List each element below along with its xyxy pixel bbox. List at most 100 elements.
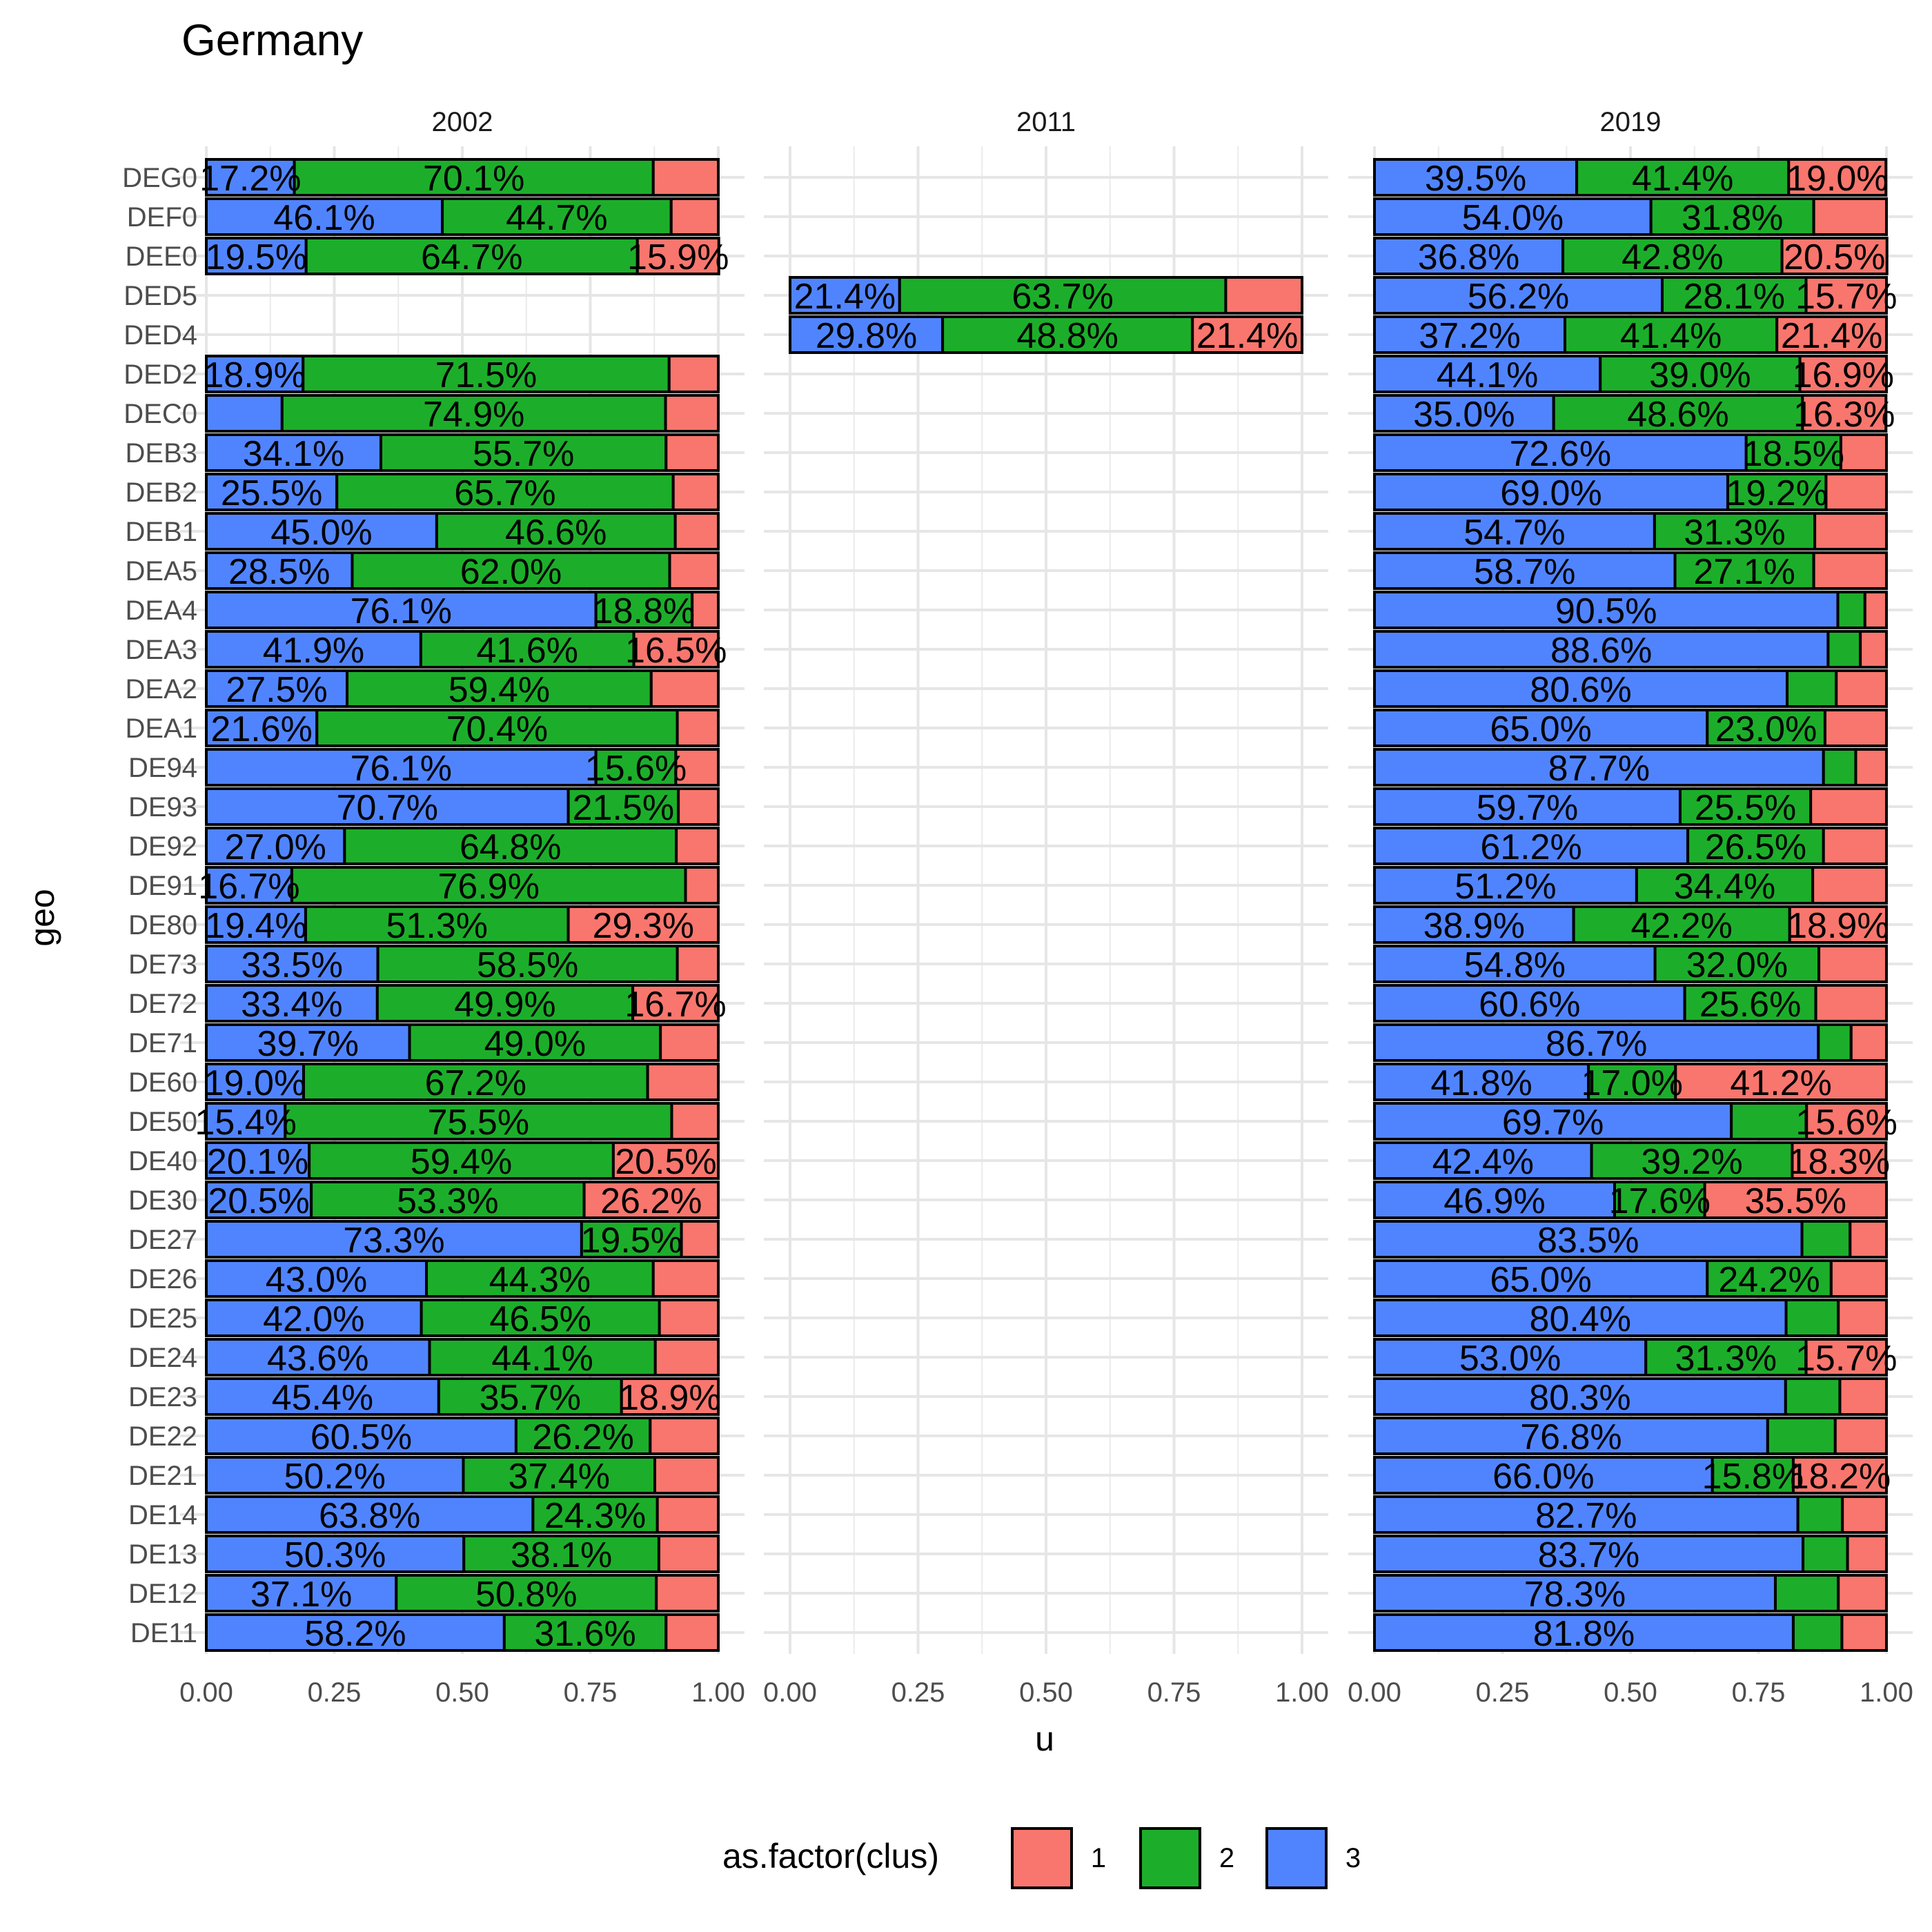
bar-segment: [1801, 394, 1888, 433]
bar-segment: [1814, 984, 1888, 1023]
data-label: 55.7%: [473, 434, 574, 474]
data-label: 15.8%: [1702, 1457, 1804, 1497]
y-tick-label: DEA3: [126, 635, 198, 665]
data-label: 51.2%: [1455, 867, 1556, 907]
data-label: 33.4%: [241, 985, 342, 1025]
bar-segment: [1673, 551, 1815, 590]
y-axis-title: geo: [23, 889, 61, 946]
data-label: 70.4%: [446, 709, 548, 749]
bar-segment: [205, 1338, 431, 1377]
bar-segment: [310, 1181, 586, 1219]
bar-segment: [649, 1417, 720, 1455]
data-label: 15.9%: [627, 237, 729, 277]
data-label: 75.5%: [428, 1103, 529, 1143]
bar-segment: [419, 630, 635, 669]
bar-segment: [789, 276, 901, 315]
data-label: 27.5%: [226, 670, 327, 710]
data-label: 58.2%: [304, 1614, 406, 1654]
legend-key-label: 1: [1091, 1843, 1106, 1873]
bar-segment: [1836, 591, 1866, 629]
bar-segment: [1822, 748, 1857, 787]
data-label: 37.2%: [1419, 316, 1520, 356]
data-label: 35.0%: [1413, 395, 1515, 435]
bar-segment: [1833, 1417, 1889, 1455]
data-label: 27.0%: [224, 827, 326, 867]
bar-segment: [1800, 1220, 1852, 1259]
data-label: 65.0%: [1490, 709, 1591, 749]
data-label: 42.8%: [1621, 237, 1723, 277]
bar-segment: [1775, 315, 1888, 354]
bar-segment: [304, 237, 639, 275]
data-label: 16.5%: [625, 631, 727, 671]
data-label: 21.6%: [210, 709, 312, 749]
bar-segment: [659, 1023, 720, 1062]
bar-segment: [462, 1456, 656, 1495]
data-label: 80.6%: [1530, 670, 1631, 710]
legend-key-swatch: [1139, 1827, 1201, 1889]
bar-segment: [566, 787, 680, 826]
data-label: 33.5%: [241, 945, 343, 985]
data-label: 16.7%: [624, 985, 726, 1025]
x-tick-label: 0.25: [1476, 1677, 1530, 1708]
bar-segment: [205, 473, 339, 511]
bar-segment: [655, 1574, 720, 1613]
bar-segment: [284, 1102, 673, 1141]
data-label: 65.0%: [1490, 1260, 1591, 1300]
bar-segment: [684, 866, 720, 905]
data-label: 15.4%: [195, 1103, 296, 1143]
data-label: 76.1%: [351, 591, 452, 631]
data-label: 19.4%: [205, 906, 306, 946]
data-label: 46.6%: [505, 513, 607, 553]
y-tick-label: DE91: [128, 871, 197, 901]
y-tick-label: DEA4: [126, 595, 198, 626]
data-label: 41.8%: [1430, 1063, 1532, 1103]
data-label: 60.5%: [310, 1417, 412, 1457]
bar-segment: [1561, 237, 1784, 275]
bar-segment: [1841, 1495, 1888, 1534]
data-label: 46.1%: [273, 198, 375, 238]
bar-segment: [1849, 1023, 1888, 1062]
data-label: 15.6%: [1795, 1103, 1897, 1143]
data-label: 39.5%: [1425, 159, 1526, 199]
legend: as.factor(clus) 1 2 3: [722, 1827, 1361, 1889]
data-label: 18.5%: [1743, 434, 1844, 474]
data-label: 26.5%: [1705, 827, 1806, 867]
bar-segment: [1373, 709, 1709, 747]
bar-segment: [653, 1456, 720, 1495]
bar-segment: [670, 1102, 720, 1141]
bar-segment: [1824, 473, 1889, 511]
data-label: 16.7%: [198, 867, 299, 907]
data-label: 20.5%: [1784, 237, 1885, 277]
bar-segment: [1788, 905, 1888, 944]
bar-segment: [1838, 1377, 1889, 1416]
bar-segment: [1791, 1141, 1888, 1180]
bar-segment: [691, 591, 720, 629]
data-label: 65.7%: [454, 473, 555, 513]
bar-segment: [437, 1377, 623, 1416]
bar-segment: [664, 1613, 720, 1652]
data-label: 80.3%: [1529, 1378, 1630, 1418]
bar-segment: [408, 1023, 662, 1062]
bar-segment: [1766, 1417, 1837, 1455]
y-tick-label: DE25: [128, 1303, 197, 1334]
data-label: 29.3%: [593, 906, 694, 946]
bar-segment: [205, 1613, 506, 1652]
bar-segment: [205, 433, 383, 472]
y-axis: DEG0 DEF0 DEE0 DED5 DED4 DED2 DEC0 DEB3 DEB2 DEB1…: [122, 163, 197, 1648]
bar-segment: [635, 237, 720, 275]
bar-segment: [1653, 512, 1817, 551]
bar-segment: [205, 827, 346, 865]
y-tick-label: DEE0: [126, 241, 198, 272]
data-label: 50.8%: [475, 1575, 577, 1615]
data-label: 48.8%: [1016, 316, 1118, 356]
y-tick-label: DEC0: [124, 399, 197, 429]
bar-segment: [205, 866, 293, 905]
bar-segment: [1784, 1377, 1842, 1416]
data-label: 42.4%: [1432, 1142, 1534, 1182]
data-label: 41.2%: [1730, 1063, 1831, 1103]
x-tick-label: 0.25: [891, 1677, 945, 1708]
data-label: 76.8%: [1520, 1417, 1621, 1457]
bar-segment: [1811, 866, 1889, 905]
y-tick-label: DE14: [128, 1500, 197, 1530]
facet-panels: 0.00 0.25 0.50 0.75 1.00 2002 17.2% 70.1% 46.1% 4…: [179, 107, 1913, 1708]
